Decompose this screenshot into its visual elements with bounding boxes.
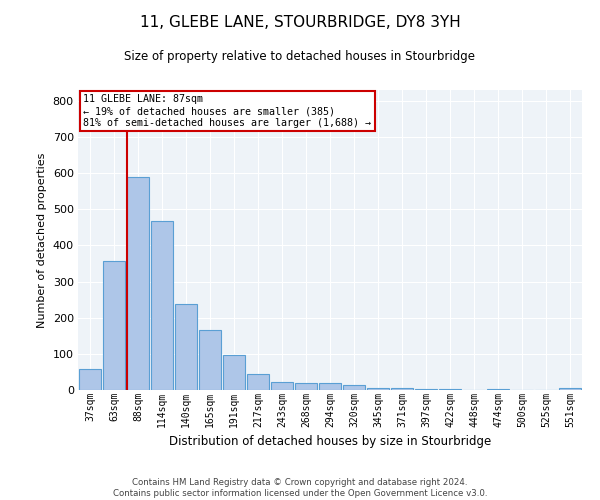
Text: Contains HM Land Registry data © Crown copyright and database right 2024.
Contai: Contains HM Land Registry data © Crown c…	[113, 478, 487, 498]
Bar	[79, 370, 101, 390]
Bar	[319, 383, 341, 390]
Text: 11, GLEBE LANE, STOURBRIDGE, DY8 3YH: 11, GLEBE LANE, STOURBRIDGE, DY8 3YH	[140, 15, 460, 30]
Bar	[295, 383, 317, 390]
Bar	[343, 385, 365, 390]
Bar	[175, 304, 197, 390]
Text: Distribution of detached houses by size in Stourbridge: Distribution of detached houses by size …	[169, 435, 491, 448]
Text: Size of property relative to detached houses in Stourbridge: Size of property relative to detached ho…	[125, 50, 476, 63]
Bar	[367, 388, 389, 390]
Bar	[103, 261, 125, 390]
Text: 11 GLEBE LANE: 87sqm
← 19% of detached houses are smaller (385)
81% of semi-deta: 11 GLEBE LANE: 87sqm ← 19% of detached h…	[83, 94, 371, 128]
Bar	[223, 355, 245, 390]
Bar	[415, 388, 437, 390]
Bar	[271, 382, 293, 390]
Bar	[559, 388, 581, 390]
Bar	[151, 221, 173, 390]
Bar	[199, 330, 221, 390]
Bar	[127, 176, 149, 390]
Y-axis label: Number of detached properties: Number of detached properties	[37, 152, 47, 328]
Bar	[439, 388, 461, 390]
Bar	[391, 388, 413, 390]
Bar	[247, 374, 269, 390]
